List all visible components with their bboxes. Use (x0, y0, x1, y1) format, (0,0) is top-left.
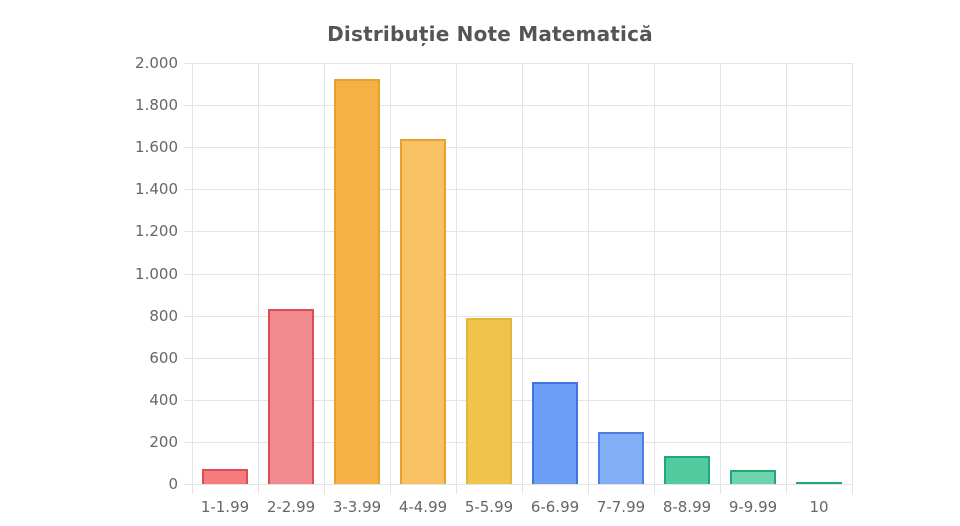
y-tick-label: 800 (149, 306, 178, 325)
y-tick-label: 2.000 (135, 54, 178, 72)
gridline-horizontal (184, 357, 852, 359)
gridline-vertical (852, 63, 853, 494)
gridline-horizontal (184, 273, 852, 275)
gridline-vertical (654, 63, 655, 494)
gridline-horizontal (184, 231, 852, 233)
y-tick-label: 1.000 (135, 264, 178, 283)
y-tick-label: 1.200 (135, 222, 178, 241)
bar-1-1.99[interactable] (202, 469, 248, 484)
bar-5-5.99[interactable] (466, 317, 512, 484)
y-tick-label: 1.400 (135, 180, 178, 199)
x-tick-label: 2-2.99 (266, 498, 316, 516)
bar-3-3.99[interactable] (334, 78, 380, 484)
y-tick-label: 1.600 (135, 138, 178, 157)
gridline-vertical (192, 63, 193, 494)
gridline-horizontal (184, 63, 852, 64)
gridline-horizontal (184, 147, 852, 149)
gridline-vertical (522, 63, 523, 494)
gridline-vertical (456, 63, 457, 494)
gridline-vertical (720, 63, 721, 494)
x-tick-label: 9-9.99 (728, 498, 778, 516)
gridline-vertical (786, 63, 787, 494)
bar-6-6.99[interactable] (532, 381, 578, 484)
x-tick-label: 4-4.99 (398, 498, 448, 516)
y-tick-label: 0 (168, 475, 178, 493)
x-tick-label: 3-3.99 (332, 498, 382, 516)
gridline-horizontal (184, 441, 852, 443)
y-tick-label: 400 (149, 390, 178, 409)
y-tick-label: 200 (149, 432, 178, 451)
x-tick-label: 1-1.99 (200, 498, 250, 516)
y-tick-label: 600 (149, 348, 178, 367)
bar-9-9.99[interactable] (730, 469, 776, 484)
bar-8-8.99[interactable] (664, 455, 710, 484)
x-tick-label: 5-5.99 (464, 498, 514, 516)
bar-7-7.99[interactable] (598, 432, 644, 484)
gridline-vertical (588, 63, 589, 494)
x-tick-label: 7-7.99 (596, 498, 646, 516)
gridline-vertical (324, 63, 325, 494)
gridline-vertical (390, 63, 391, 494)
gridline-vertical (258, 63, 259, 494)
bar-2-2.99[interactable] (268, 309, 314, 484)
gridline-horizontal (184, 399, 852, 401)
x-tick-label: 10 (809, 498, 829, 516)
gridline-horizontal (184, 189, 852, 191)
gridline-horizontal (184, 315, 852, 317)
y-tick-label: 1.800 (135, 96, 178, 115)
bar-10[interactable] (796, 482, 842, 484)
plot-area (184, 63, 853, 494)
x-tick-label: 6-6.99 (530, 498, 580, 516)
bar-4-4.99[interactable] (400, 138, 446, 484)
gridline-horizontal (184, 105, 852, 107)
chart-title: Distribuție Note Matematică (327, 22, 653, 46)
gridline-horizontal (184, 484, 852, 485)
x-tick-label: 8-8.99 (662, 498, 712, 516)
